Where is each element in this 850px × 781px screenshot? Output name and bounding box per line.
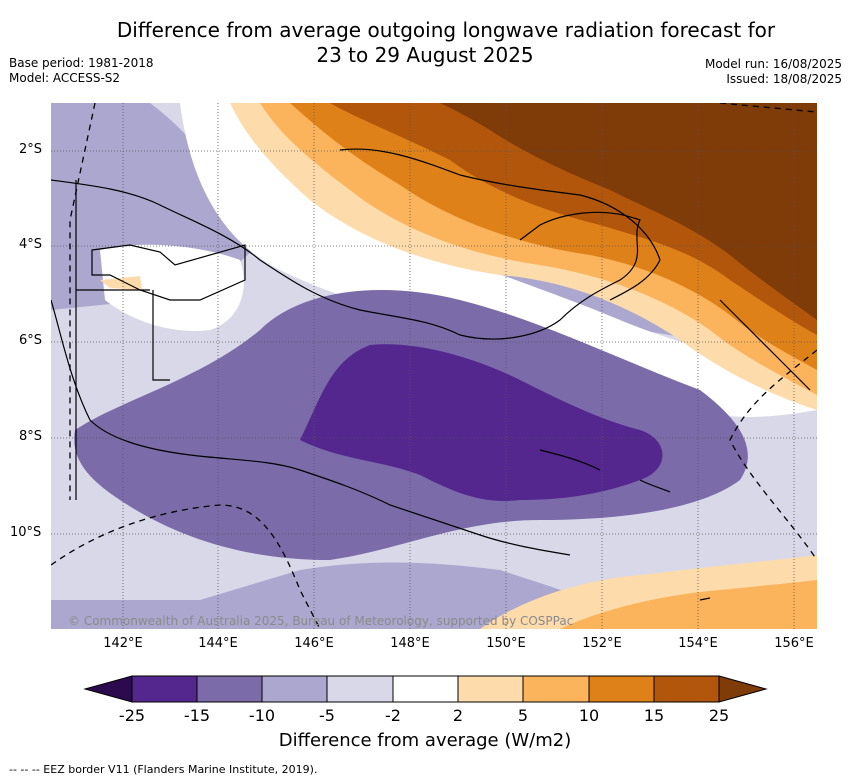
lat-tick: 4°S [19,237,43,252]
colorbar-level: 25 [708,706,730,725]
lat-tick: 8°S [19,429,43,444]
colorbar-level: -2 [385,706,401,725]
map-title: Difference from average outgoing longwav… [0,18,850,68]
copyright-notice: © Commonwealth of Australia 2025, Bureau… [68,614,574,628]
colorbar-level: -10 [248,706,276,725]
issued-date: Issued: 18/08/2025 [726,72,842,86]
colorbar-level: -25 [118,706,146,725]
lon-tick: 148°E [390,636,430,651]
eez-legend-note: -- -- -- EEZ border V11 (Flanders Marine… [9,763,318,776]
colorbar-level: -15 [183,706,211,725]
lat-tick: 6°S [19,333,43,348]
colorbar-level: 10 [578,706,600,725]
title-line-2: 23 to 29 August 2025 [316,43,534,67]
graticule [51,103,817,629]
lon-tick: 142°E [103,636,143,651]
colorbar-level: 15 [643,706,665,725]
lon-tick: 154°E [678,636,718,651]
lon-tick: 150°E [486,636,526,651]
eez-border [51,103,817,629]
coastlines [51,148,811,601]
meta-right: Model run: 16/08/2025 Issued: 18/08/2025 [705,57,842,87]
lon-tick: 152°E [582,636,622,651]
lat-tick: 2°S [19,142,43,157]
lat-tick: 10°S [10,525,42,540]
colorbar-title: Difference from average (W/m2) [278,730,572,751]
model-run: Model run: 16/08/2025 [704,57,842,71]
colorbar-level: -5 [319,706,335,725]
colorbar-level: 5 [517,706,529,725]
model-name: Model: ACCESS-S2 [9,71,121,85]
colorbar-level: 2 [452,706,464,725]
title-line-1: Difference from average outgoing longwav… [116,18,776,42]
base-period: Base period: 1981-2018 [9,56,154,70]
lon-tick: 146°E [294,636,334,651]
colorbar [83,675,768,703]
anomaly-field [51,103,817,629]
lon-tick: 156°E [774,636,814,651]
meta-left: Base period: 1981-2018 Model: ACCESS-S2 [9,56,154,86]
lon-tick: 144°E [198,636,238,651]
